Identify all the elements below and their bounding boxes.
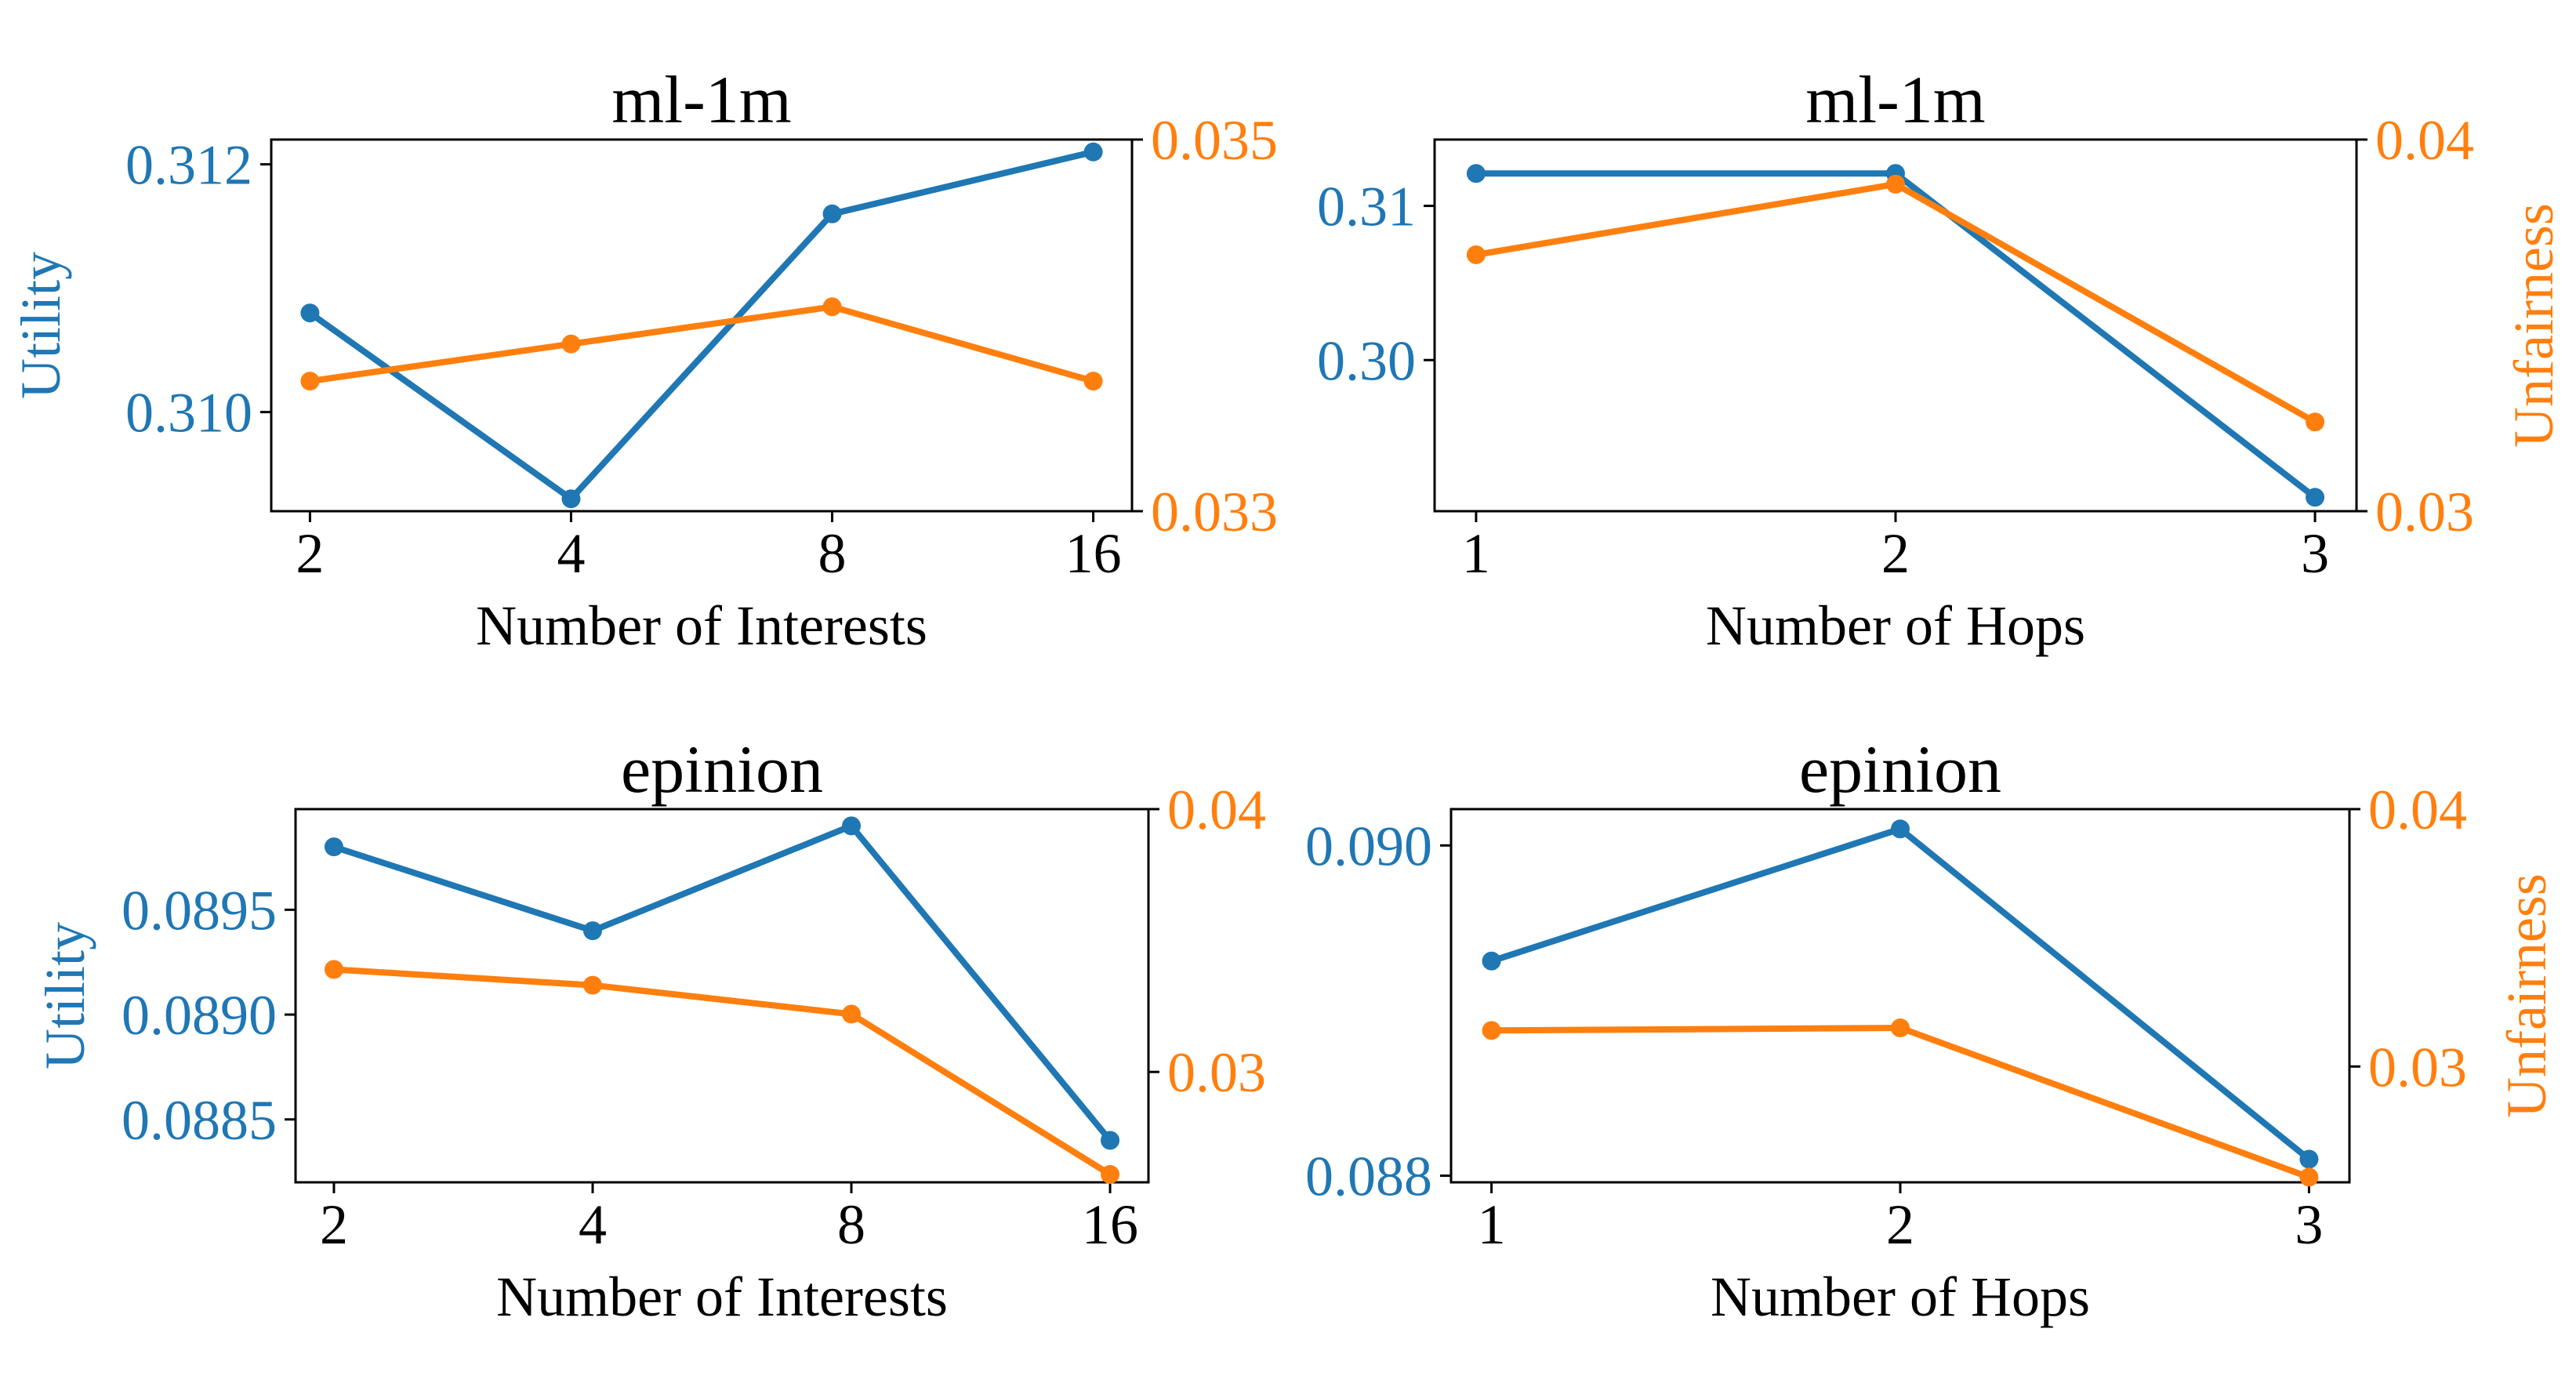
y-left-tick-label: 0.30 <box>1317 329 1416 392</box>
x-tick-label: 16 <box>1082 1193 1138 1256</box>
utility-data-point <box>1101 1131 1120 1150</box>
unfairness-data-point <box>842 1004 862 1024</box>
x-tick-label: 3 <box>2295 1193 2323 1256</box>
y-right-tick-label: 0.03 <box>2375 481 2474 543</box>
panel-epinion-interests: epinion 2 4 8 16 Number of Interests 0.0885 0.0… <box>34 731 1266 1328</box>
y-right-axis-label: Unfairness <box>2495 873 2558 1118</box>
utility-data-point <box>324 837 343 857</box>
unfairness-data-point <box>1482 1021 1501 1040</box>
utility-series-line <box>308 148 1094 503</box>
plot-frame <box>1433 138 2358 513</box>
x-tick-label: 4 <box>579 1193 607 1256</box>
unfairness-series-line <box>1491 1025 2310 1181</box>
y-left-tick-label: 0.088 <box>1305 1145 1432 1208</box>
unfairness-series-line <box>333 966 1112 1178</box>
x-tick-label: 1 <box>1478 1193 1506 1256</box>
y-right-tick-label: 0.04 <box>2375 109 2474 172</box>
utility-data-point <box>2306 488 2325 507</box>
x-axis-label: Number of Interests <box>496 1265 948 1328</box>
unfairness-data-point <box>300 372 320 391</box>
x-tick-label: 1 <box>1462 522 1490 585</box>
utility-data-point <box>300 303 320 323</box>
utility-data-point <box>561 489 581 509</box>
y-left-axis-label: Utility <box>34 922 96 1069</box>
x-tick-label: 8 <box>818 522 847 585</box>
utility-data-point <box>842 816 862 836</box>
chart-title: epinion <box>1799 731 2001 807</box>
plot-frame <box>1449 808 2351 1184</box>
x-axis-label: Number of Hops <box>1706 594 2085 657</box>
utility-data-point <box>1891 819 1910 839</box>
chart-title: ml-1m <box>1805 62 1985 137</box>
x-axis-label: Number of Interests <box>476 594 927 657</box>
unfairness-series-line <box>1475 180 2317 425</box>
y-left-tick-label: 0.0885 <box>122 1089 277 1152</box>
plot-frame <box>294 808 1150 1184</box>
utility-series-line <box>1475 170 2317 500</box>
y-right-axis-label: Unfairness <box>2502 203 2565 448</box>
unfairness-data-point <box>1891 1018 1910 1038</box>
y-right-tick-label: 0.04 <box>2368 779 2467 841</box>
x-tick-label: 8 <box>837 1193 865 1256</box>
x-tick-label: 3 <box>2301 522 2329 585</box>
panel-ml-1m-interests: ml-1m 2 4 8 16 Number of Interests 0.310 0.312 0… <box>9 62 1278 657</box>
utility-series-line <box>332 822 1113 1143</box>
y-right-tick-label: 0.035 <box>1151 109 1278 172</box>
y-left-tick-label: 0.0890 <box>122 984 277 1047</box>
utility-data-point <box>1083 142 1103 162</box>
panel-epinion-hops: epinion 1 2 3 Number of Hops 0.088 0.090 0.03 0.… <box>1305 731 2558 1328</box>
x-axis-label: Number of Hops <box>1711 1265 2090 1328</box>
y-left-tick-label: 0.310 <box>125 382 252 445</box>
x-tick-label: 2 <box>1881 522 1910 585</box>
utility-series-line <box>1490 826 2311 1162</box>
y-right-tick-label: 0.03 <box>1167 1041 1266 1104</box>
unfairness-data-point <box>582 975 602 995</box>
x-tick-label: 2 <box>296 522 324 585</box>
y-left-tick-label: 0.31 <box>1317 176 1416 238</box>
utility-data-point <box>1466 164 1486 183</box>
y-left-tick-label: 0.090 <box>1305 815 1432 877</box>
y-left-tick-label: 0.312 <box>125 134 252 197</box>
unfairness-data-point <box>1466 245 1486 264</box>
chart-title: ml-1m <box>611 62 791 137</box>
utility-data-point <box>582 921 602 941</box>
y-left-tick-label: 0.0895 <box>122 879 277 942</box>
unfairness-data-point <box>324 960 343 979</box>
y-right-tick-label: 0.03 <box>2368 1036 2467 1098</box>
utility-data-point <box>2299 1149 2319 1169</box>
x-tick-label: 2 <box>320 1193 348 1256</box>
unfairness-data-point <box>1101 1164 1120 1184</box>
unfairness-data-point <box>1886 174 1905 194</box>
utility-data-point <box>1482 951 1501 971</box>
chart-title: epinion <box>621 731 823 807</box>
y-right-tick-label: 0.04 <box>1167 779 1266 841</box>
unfairness-data-point <box>2299 1167 2319 1187</box>
plot-frame <box>270 138 1134 513</box>
unfairness-data-point <box>561 334 581 354</box>
y-left-axis-label: Utility <box>9 252 72 399</box>
x-tick-label: 4 <box>557 522 585 585</box>
unfairness-data-point <box>1083 372 1103 391</box>
utility-data-point <box>822 204 842 223</box>
x-tick-label: 16 <box>1065 522 1122 585</box>
unfairness-series-line <box>309 303 1094 385</box>
unfairness-data-point <box>2306 412 2325 432</box>
x-tick-label: 2 <box>1886 1193 1914 1256</box>
panel-ml-1m-hops: ml-1m 1 2 3 Number of Hops 0.30 0.31 0.03 0.04 Un… <box>1317 62 2565 657</box>
y-right-tick-label: 0.033 <box>1151 481 1278 543</box>
unfairness-data-point <box>822 297 842 317</box>
